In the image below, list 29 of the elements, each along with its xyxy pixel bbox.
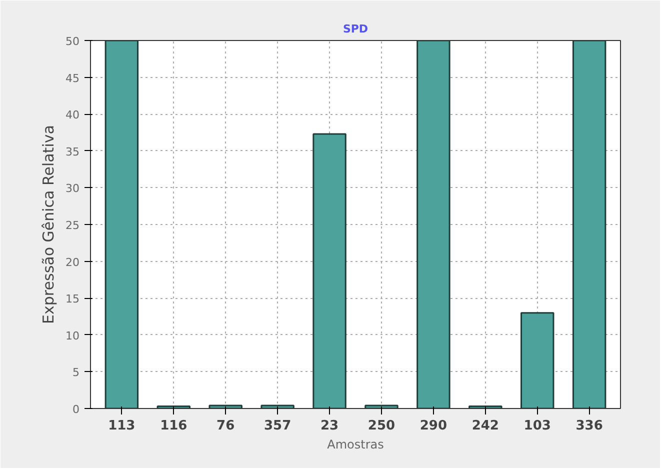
x-tick-label: 23	[320, 418, 339, 434]
y-tick-label: 40	[66, 108, 80, 122]
y-tick-label: 20	[66, 256, 80, 269]
y-tick-label: 0	[72, 403, 80, 416]
x-tick-label: 357	[264, 418, 292, 434]
x-tick-label: 76	[216, 418, 235, 434]
bar	[572, 40, 606, 408]
x-tick-label: 250	[368, 418, 396, 434]
chart-title: SPD	[342, 22, 368, 36]
x-tick-label: 103	[524, 418, 551, 434]
bar	[520, 312, 554, 408]
x-tick-label: 290	[420, 418, 448, 434]
y-tick-label: 35	[66, 145, 80, 158]
x-tick-label: 336	[576, 418, 603, 434]
bar	[312, 133, 346, 408]
y-tick-label: 25	[66, 219, 80, 232]
y-tick-label: 50	[66, 35, 80, 48]
y-tick-label: 10	[66, 329, 80, 342]
y-axis-title: Expressão Gênica Relativa	[40, 125, 58, 324]
x-tick-label: 242	[472, 418, 499, 434]
x-axis-title: Amostras	[327, 438, 384, 452]
x-tick-label: 113	[108, 418, 136, 434]
y-tick-label: 15	[66, 292, 80, 306]
y-tick-label: 45	[66, 72, 80, 85]
bar	[104, 40, 139, 408]
x-tick-label: 116	[160, 418, 188, 434]
y-tick-label: 30	[66, 182, 80, 196]
bar	[416, 40, 450, 408]
y-tick-label: 5	[72, 366, 80, 380]
